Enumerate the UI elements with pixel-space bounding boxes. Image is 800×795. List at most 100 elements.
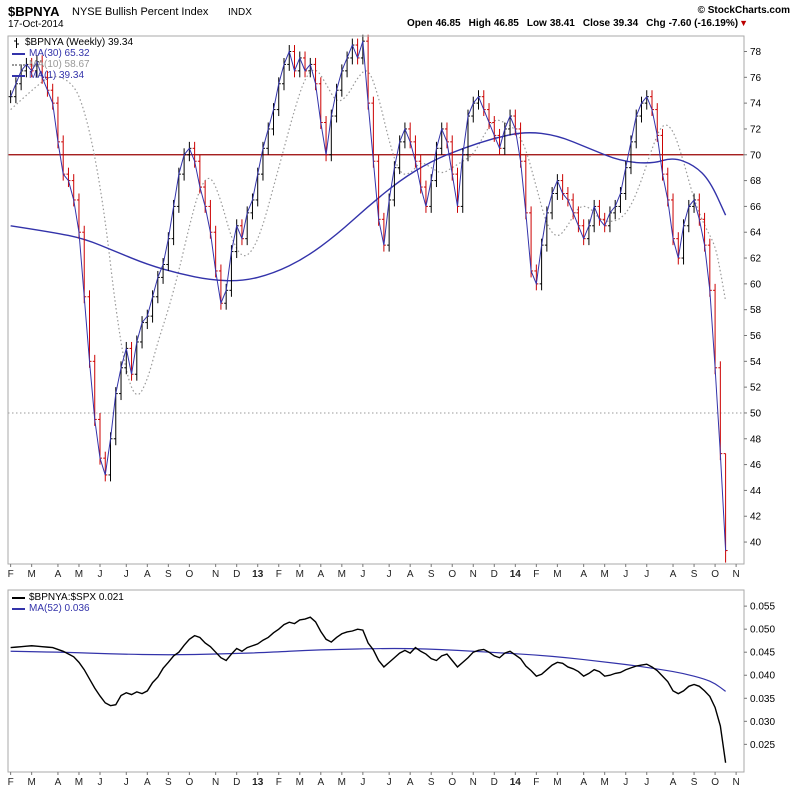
y-tick-label: 60 bbox=[750, 279, 762, 290]
legend-label: MA(52) 0.036 bbox=[29, 603, 90, 614]
x-month-label: M bbox=[75, 569, 83, 580]
x-month-label: N bbox=[470, 569, 477, 580]
plot-border bbox=[7, 35, 745, 565]
x-month-label: D bbox=[233, 569, 240, 580]
high-label: High bbox=[468, 18, 491, 29]
x-month-label: N bbox=[470, 777, 477, 788]
y-tick-label: 48 bbox=[750, 434, 762, 445]
x-month-label: O bbox=[185, 569, 193, 580]
y-tick-label: 0.050 bbox=[750, 625, 775, 636]
x-month-label: F bbox=[8, 569, 14, 580]
x-month-label: N bbox=[212, 569, 219, 580]
x-year-label: 14 bbox=[510, 569, 522, 580]
x-year-label: 14 bbox=[510, 777, 522, 788]
y-tick-label: 0.025 bbox=[750, 740, 775, 751]
y-tick-label: 0.035 bbox=[750, 694, 775, 705]
solid-line-swatch bbox=[12, 607, 25, 610]
y-tick-label: 42 bbox=[750, 512, 762, 523]
x-month-label: A bbox=[55, 777, 62, 788]
x-month-label: J bbox=[124, 777, 129, 788]
x-month-label: J bbox=[360, 569, 365, 580]
low-value: 38.41 bbox=[549, 18, 575, 29]
x-month-label: S bbox=[428, 569, 435, 580]
chg-value: -7.60 (-16.19%) bbox=[668, 18, 739, 29]
x-month-label: O bbox=[185, 777, 193, 788]
x-month-label: J bbox=[644, 569, 649, 580]
legend-label: MA(10) 58.67 bbox=[29, 59, 90, 70]
x-year-label: 13 bbox=[252, 569, 264, 580]
y-tick-label: 54 bbox=[750, 357, 762, 368]
x-month-label: M bbox=[296, 569, 304, 580]
index-name: NYSE Bullish Percent Index bbox=[72, 6, 209, 18]
open-label: Open bbox=[407, 18, 433, 29]
y-tick-label: 50 bbox=[750, 408, 762, 419]
main-chart-legend: $BPNYA (Weekly) 39.34 MA(30) 65.32 MA(10) … bbox=[12, 37, 133, 81]
y-tick-label: 70 bbox=[750, 150, 762, 161]
x-month-label: J bbox=[98, 777, 103, 788]
y-tick-label: 66 bbox=[750, 202, 762, 213]
x-month-label: D bbox=[491, 777, 498, 788]
x-month-label: S bbox=[165, 777, 172, 788]
legend-item: MA(10) 58.67 bbox=[12, 59, 133, 70]
x-month-label: S bbox=[165, 569, 172, 580]
y-tick-label: 74 bbox=[750, 99, 762, 110]
y-tick-label: 0.045 bbox=[750, 648, 775, 659]
x-month-label: M bbox=[601, 569, 609, 580]
ma10-line bbox=[10, 69, 727, 396]
x-month-label: O bbox=[448, 777, 456, 788]
close-label: Close bbox=[582, 18, 611, 29]
down-arrow-icon: ▼ bbox=[739, 18, 748, 28]
x-month-label: A bbox=[670, 777, 677, 788]
x-month-label: F bbox=[276, 569, 282, 580]
ratio-panel: 0.025 0.030 0.035 0.040 0.045 0.050 0.055 F M A M J… bbox=[7, 589, 775, 788]
solid-line-swatch bbox=[12, 74, 25, 77]
y-tick-label: 44 bbox=[750, 486, 762, 497]
x-month-label: F bbox=[276, 777, 282, 788]
x-month-label: S bbox=[428, 777, 435, 788]
x-month-label: N bbox=[732, 569, 739, 580]
x-month-label: F bbox=[533, 569, 539, 580]
x-month-label: F bbox=[533, 777, 539, 788]
copyright-text: © StockCharts.com bbox=[697, 5, 790, 16]
y-tick-label: 0.040 bbox=[750, 671, 775, 682]
ratio-chart-legend: $BPNYA:$SPX 0.021 MA(52) 0.036 bbox=[12, 592, 124, 614]
x-month-label: J bbox=[98, 569, 103, 580]
x-month-label: J bbox=[387, 777, 392, 788]
candlestick-series-icon bbox=[14, 37, 19, 48]
x-month-label: A bbox=[317, 569, 324, 580]
y-tick-label: 68 bbox=[750, 176, 762, 187]
x-month-label: N bbox=[732, 777, 739, 788]
low-label: Low bbox=[526, 18, 547, 29]
legend-item: MA(30) 65.32 bbox=[12, 48, 133, 59]
x-month-label: M bbox=[338, 569, 346, 580]
high-value: 46.85 bbox=[493, 18, 519, 29]
dotted-line-swatch bbox=[12, 63, 25, 66]
x-month-label: M bbox=[296, 777, 304, 788]
symbol-title: $BPNYA bbox=[8, 4, 60, 19]
x-month-label: J bbox=[644, 777, 649, 788]
solid-line-swatch bbox=[12, 52, 25, 55]
x-month-label: A bbox=[580, 569, 587, 580]
y-tick-label: 46 bbox=[750, 460, 762, 471]
x-month-label: M bbox=[553, 777, 561, 788]
x-month-label: O bbox=[711, 777, 719, 788]
y-tick-label: 52 bbox=[750, 383, 762, 394]
close-value: 39.34 bbox=[613, 18, 639, 29]
x-month-label: J bbox=[623, 569, 628, 580]
y-tick-label: 58 bbox=[750, 305, 762, 316]
x-month-label: S bbox=[691, 569, 698, 580]
ohlc-quote-line: Open 46.85 High 46.85 Low 38.41 Close 39.34 Chg -… bbox=[407, 18, 748, 29]
x-month-label: J bbox=[124, 569, 129, 580]
x-month-label: J bbox=[387, 569, 392, 580]
y-tick-label: 62 bbox=[750, 254, 762, 265]
y-tick-label: 78 bbox=[750, 47, 762, 58]
x-month-label: S bbox=[691, 777, 698, 788]
main-price-panel: 40 42 44 46 48 50 52 54 56 58 60 62 64 66 68 70 72 74 76 78… bbox=[7, 34, 762, 580]
legend-item: $BPNYA (Weekly) 39.34 bbox=[12, 37, 133, 48]
y-tick-label: 0.055 bbox=[750, 602, 775, 613]
legend-label: MA(30) 65.32 bbox=[29, 48, 90, 59]
ratio-line bbox=[10, 616, 727, 763]
legend-item: MA(1) 39.34 bbox=[12, 70, 133, 81]
y-tick-label: 56 bbox=[750, 331, 762, 342]
